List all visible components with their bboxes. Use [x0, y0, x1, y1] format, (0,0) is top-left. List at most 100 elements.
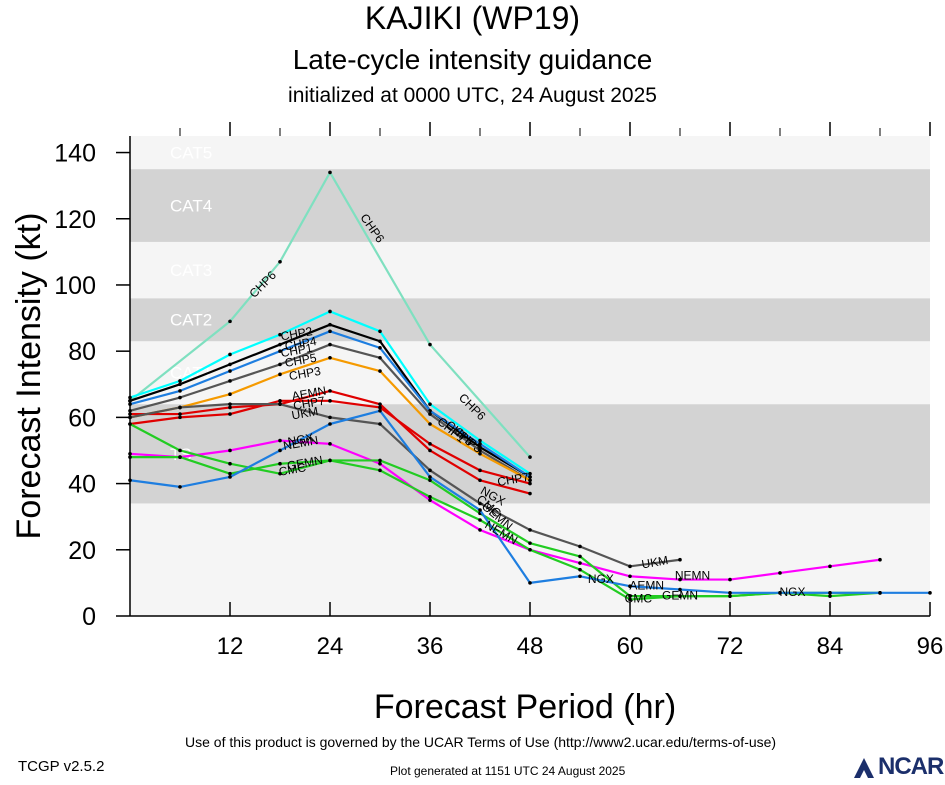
- data-point-chp4-12: [228, 362, 232, 367]
- series-label-chp7-1: CHP7: [496, 470, 530, 489]
- x-tick-label-96: 96: [917, 633, 944, 660]
- data-point-ukm-0: [128, 415, 132, 420]
- generated-time-label: Plot generated at 1151 UTC 24 August 202…: [390, 764, 626, 778]
- data-point-gemn-12: [228, 471, 232, 476]
- data-point-cmc-18: [278, 471, 282, 476]
- data-point-cmc-60: [628, 597, 632, 602]
- data-point-chp7-42: [478, 468, 482, 473]
- ncar-logo-text: NCAR: [878, 753, 944, 780]
- data-point-chp2-18: [278, 332, 282, 337]
- data-point-gemn-48: [528, 541, 532, 545]
- x-tick-label-60: 60: [617, 633, 644, 660]
- series-label-gemn-0: GEMN: [286, 453, 324, 473]
- band-cat5: [130, 136, 930, 170]
- data-point-nemn-24: [328, 442, 332, 446]
- ncar-logo-mark-icon: [854, 758, 874, 778]
- series-label-extra-aemn-0: AEMN: [629, 578, 664, 592]
- data-point-ngx-30: [378, 408, 382, 413]
- y-tick-label-0: 0: [82, 603, 96, 631]
- data-point-gemn-60: [628, 594, 632, 598]
- data-point-gemn-18: [278, 461, 282, 466]
- data-point-chp5-18: [278, 362, 282, 367]
- ncar-logo: NCAR: [850, 752, 945, 780]
- data-point-gemn-24: [328, 458, 332, 463]
- series-label-cmc-1: CMC: [625, 592, 653, 606]
- data-point-chp3-30: [378, 369, 382, 373]
- data-point-ngx-6: [178, 485, 182, 489]
- series-label-chp2-0: CHP2: [280, 324, 314, 343]
- data-point-nemn-60: [628, 574, 632, 579]
- data-point-gemn-0: [128, 455, 132, 459]
- data-point-chp5-42: [478, 448, 482, 453]
- data-point-ngx-60: [628, 584, 632, 589]
- chart-title: KAJIKI (WP19): [364, 0, 581, 36]
- data-point-ukm-6: [178, 405, 182, 410]
- data-point-gemn-30: [378, 458, 382, 463]
- data-point-chp1-0: [128, 402, 132, 406]
- x-tick-label-48: 48: [517, 633, 544, 660]
- init-time-line: initialized at 0000 UTC, 24 August 2025: [288, 84, 657, 107]
- data-point-ngx-0: [128, 478, 132, 483]
- series-label-ukm-1: UKM: [641, 553, 670, 571]
- data-point-cmc-30: [378, 468, 382, 473]
- data-point-cmc-42: [478, 518, 482, 522]
- series-label-ngx-0: NGX: [287, 431, 315, 449]
- data-point-nemn-54: [578, 561, 582, 565]
- data-point-chp2-48: [528, 471, 532, 476]
- data-point-chp2-36: [428, 402, 432, 406]
- x-tick-label-72: 72: [717, 633, 744, 660]
- data-point-chp2-30: [378, 329, 382, 334]
- data-point-ngx-18: [278, 448, 282, 453]
- series-label-cmc-0: CMC: [278, 460, 308, 479]
- data-point-chp5-36: [428, 412, 432, 416]
- band-label-cat2: CAT2: [170, 311, 212, 330]
- series-line-gemn: [130, 456, 880, 598]
- data-point-chp7-36: [428, 442, 432, 446]
- data-point-chp3-12: [228, 392, 232, 397]
- data-point-ngx-84: [828, 591, 832, 595]
- data-point-chp7-18: [278, 399, 282, 403]
- data-point-cmc-12: [228, 461, 232, 466]
- data-point-ngx-12: [228, 475, 232, 479]
- data-point-ngx-66: [678, 587, 682, 592]
- data-point-aemn-42: [478, 478, 482, 483]
- data-point-chp1-18: [278, 349, 282, 353]
- data-point-ngx-42: [478, 508, 482, 512]
- terms-of-use-text: Use of this product is governed by the U…: [185, 734, 777, 750]
- band-cat2: [130, 298, 930, 342]
- data-point-aemn-30: [378, 402, 382, 406]
- data-point-cmc-54: [578, 567, 582, 572]
- data-point-nemn-30: [378, 461, 382, 466]
- data-point-gemn-36: [428, 478, 432, 483]
- data-point-chp6-12: [228, 319, 232, 324]
- series-nemn: [128, 438, 882, 582]
- series-label-ngx-3: NGX: [779, 585, 805, 599]
- data-point-nemn-72: [728, 577, 732, 582]
- data-point-ngx-24: [328, 422, 332, 426]
- series-chp2: [128, 309, 532, 476]
- data-point-aemn-0: [128, 412, 132, 416]
- data-point-nemn-42: [478, 528, 482, 532]
- data-point-ukm-42: [478, 501, 482, 506]
- data-point-chp2-24: [328, 309, 332, 314]
- data-point-chp4-6: [178, 382, 182, 387]
- data-point-aemn-12: [228, 405, 232, 410]
- band-cat3: [130, 241, 930, 299]
- data-point-chp5-6: [178, 395, 182, 400]
- series-label-gemn-1: GEMN: [662, 588, 698, 602]
- series-line-chp6: [129, 171, 531, 458]
- data-point-chp7-48: [528, 481, 532, 486]
- data-point-cmc-0: [128, 422, 132, 426]
- data-point-nemn-0: [128, 451, 132, 456]
- data-point-chp6-48: [528, 455, 532, 459]
- data-point-ukm-30: [378, 422, 382, 426]
- data-point-chp7-6: [178, 415, 182, 420]
- x-tick-label-24: 24: [317, 633, 344, 660]
- data-point-nemn-18: [278, 438, 282, 443]
- data-point-ngx-78: [778, 591, 782, 595]
- data-point-chp7-24: [328, 399, 332, 403]
- data-point-gemn-6: [178, 455, 182, 459]
- series-line-nemn: [129, 439, 881, 581]
- data-point-ukm-24: [328, 415, 332, 420]
- band-below-ts: [130, 503, 930, 616]
